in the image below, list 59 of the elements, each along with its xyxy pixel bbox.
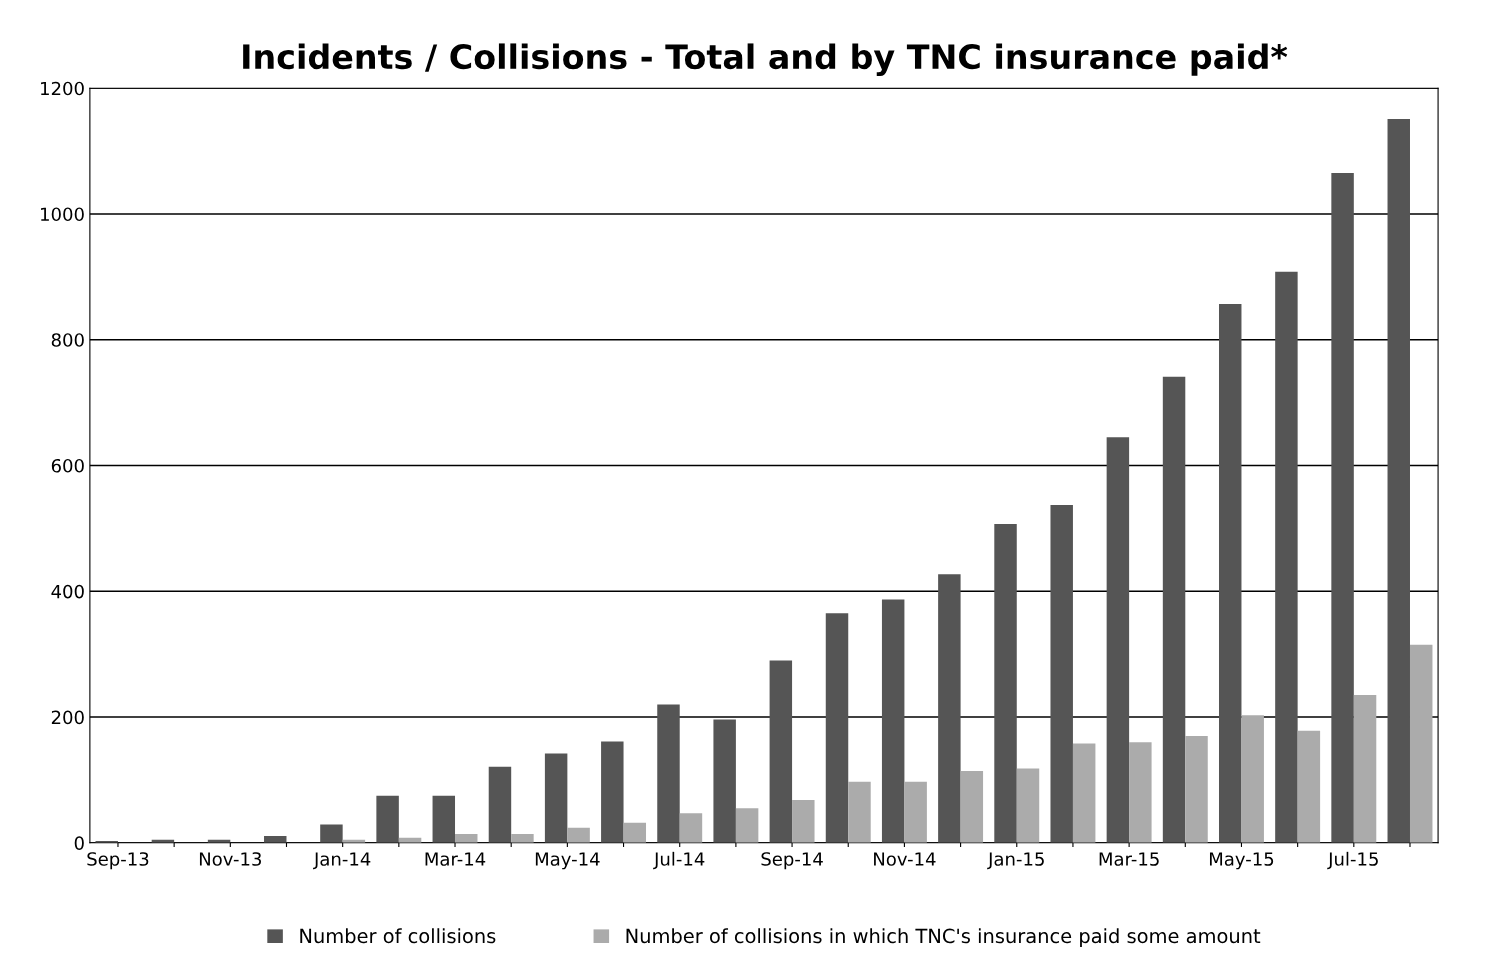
y-tick-label: 400 bbox=[51, 584, 84, 599]
legend-label: Number of collisions bbox=[300, 928, 496, 944]
x-tick-label: Nov-14 bbox=[874, 852, 936, 866]
y-tick-label: 0 bbox=[74, 836, 84, 850]
bar bbox=[601, 741, 624, 843]
bar bbox=[1331, 173, 1354, 843]
bar bbox=[1129, 742, 1152, 843]
bar bbox=[713, 719, 736, 843]
bar bbox=[994, 523, 1017, 843]
x-tick-label: Mar-15 bbox=[1099, 852, 1159, 866]
bar bbox=[432, 795, 456, 843]
bar bbox=[825, 613, 849, 843]
y-tick-label: 200 bbox=[51, 710, 84, 725]
bar bbox=[1353, 695, 1377, 843]
bar bbox=[1387, 119, 1410, 843]
bar bbox=[679, 813, 703, 843]
bar bbox=[792, 800, 815, 843]
bar bbox=[1016, 768, 1040, 843]
x-tick-label: Sep-13 bbox=[87, 852, 149, 870]
x-tick-label: Jan-15 bbox=[987, 852, 1044, 870]
bar bbox=[567, 827, 590, 843]
bar bbox=[848, 781, 871, 843]
bar bbox=[938, 574, 961, 843]
bar bbox=[769, 660, 793, 843]
y-tick-label: 600 bbox=[51, 458, 84, 473]
bar bbox=[1297, 730, 1321, 843]
bar bbox=[904, 781, 927, 843]
bar bbox=[1241, 715, 1264, 843]
bar bbox=[1409, 644, 1433, 843]
bar bbox=[1162, 376, 1186, 843]
bar bbox=[735, 808, 759, 843]
x-tick-label: Nov-13 bbox=[199, 852, 261, 866]
bar bbox=[376, 795, 399, 843]
bar bbox=[1050, 505, 1073, 843]
legend-label: Number of collisions in which TNC's insurance paid some amount bbox=[626, 928, 1261, 948]
bar bbox=[511, 834, 534, 843]
bar bbox=[544, 753, 568, 843]
bar bbox=[320, 824, 343, 843]
y-tick-label: 800 bbox=[51, 333, 84, 347]
bar bbox=[1072, 743, 1096, 843]
x-tick-label: Jul-15 bbox=[1327, 851, 1378, 870]
bar bbox=[1275, 271, 1298, 843]
bar bbox=[1219, 303, 1242, 843]
x-tick-label: May-14 bbox=[535, 852, 600, 870]
bar bbox=[657, 704, 680, 843]
x-tick-label: May-15 bbox=[1209, 852, 1274, 870]
bar bbox=[1185, 735, 1208, 843]
bar bbox=[960, 771, 984, 843]
x-tick-label: Jul-14 bbox=[653, 851, 705, 870]
bar bbox=[1106, 437, 1130, 843]
bar bbox=[881, 599, 905, 843]
chart-title: Incidents / Collisions - Total and by TNC insurance paid* bbox=[243, 43, 1288, 76]
x-tick-label: Sep-14 bbox=[761, 852, 823, 870]
bar bbox=[488, 766, 512, 843]
x-tick-label: Jan-14 bbox=[313, 852, 371, 870]
y-tick-label: 1000 bbox=[41, 207, 84, 222]
bar bbox=[623, 822, 647, 843]
y-tick-label: 1200 bbox=[41, 81, 84, 96]
x-tick-label: Mar-14 bbox=[425, 852, 486, 866]
